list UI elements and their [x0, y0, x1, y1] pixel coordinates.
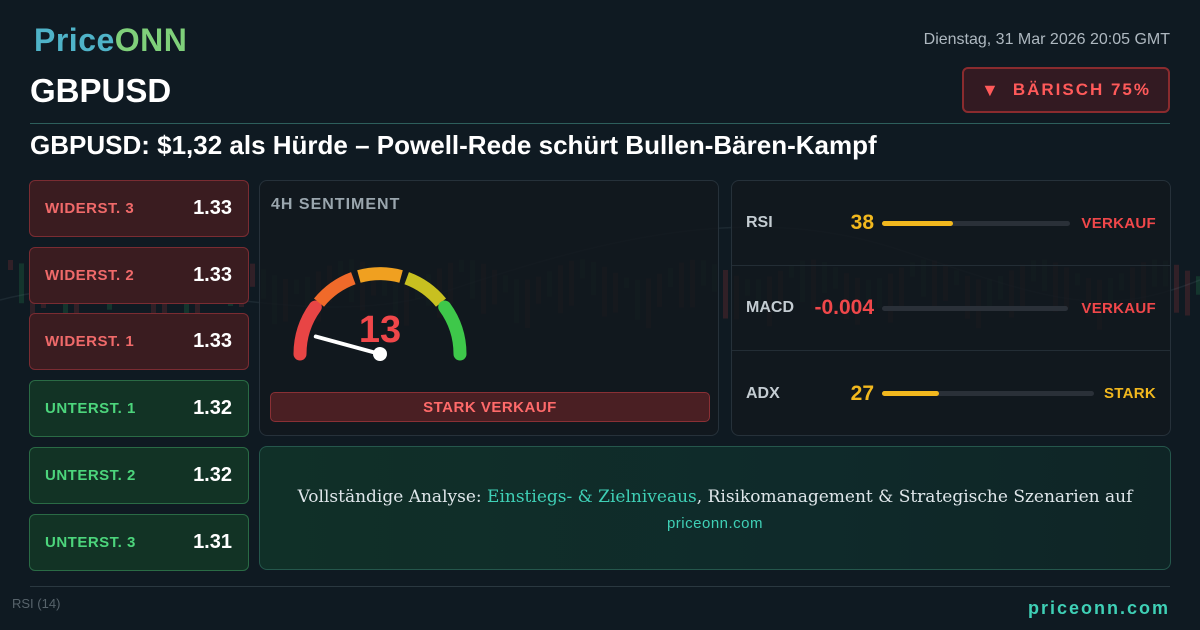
background-candle: [1196, 276, 1200, 295]
background-rsi-name: RSI: [12, 596, 34, 611]
level-label: WIDERST. 2: [45, 267, 135, 284]
level-support-3: UNTERST. 3 1.31: [29, 514, 249, 571]
level-value: 1.33: [193, 264, 232, 286]
indicator-row-rsi: RSI 38 VERKAUF: [732, 181, 1170, 266]
indicator-name: ADX: [746, 384, 780, 402]
indicator-value: -0.004: [814, 296, 874, 319]
gauge-pivot: [373, 347, 387, 361]
brand-logo[interactable]: PriceONN: [34, 22, 187, 59]
sentiment-panel: 4H SENTIMENT 13 STARK VERKAUF: [259, 180, 719, 436]
indicator-row-macd: MACD -0.004 VERKAUF: [732, 266, 1170, 351]
cta-highlight: Einstiegs- & Zielniveaus: [487, 487, 697, 507]
indicator-signal: VERKAUF: [1081, 299, 1156, 317]
background-rsi-label: RSI (14): [12, 596, 60, 611]
level-value: 1.33: [193, 330, 232, 352]
indicator-value: 38: [850, 211, 874, 234]
indicator-signal: STARK: [1103, 385, 1156, 402]
header-divider: [30, 123, 1170, 124]
sentiment-gauge: [293, 267, 467, 361]
indicator-name: RSI: [746, 214, 773, 231]
footer-brand-link[interactable]: priceonn.com: [1027, 598, 1170, 618]
level-value: 1.32: [193, 397, 232, 419]
gauge-segment-green: [438, 300, 467, 361]
indicator-bar-fill: [882, 220, 954, 226]
cta-text: Vollständige Analyse: Einstiegs- & Zieln…: [260, 487, 1170, 507]
background-candle: [250, 263, 255, 287]
level-label: UNTERST. 1: [45, 400, 136, 417]
background-candle: [723, 270, 728, 319]
logo-part-onn: ONN: [114, 22, 188, 58]
indicator-bar: [882, 220, 1070, 226]
indicator-signal: VERKAUF: [1081, 214, 1156, 232]
level-label: WIDERST. 1: [45, 333, 135, 350]
sentiment-badge: ▼ BÄRISCH 75%: [962, 67, 1170, 113]
level-resistance-2: WIDERST. 2 1.33: [29, 247, 249, 304]
indicators-panel: RSI 38 VERKAUF MACD -0.004 VERKAUF ADX 2…: [731, 180, 1171, 436]
indicator-bar: [882, 305, 1068, 311]
headline: GBPUSD: $1,32 als Hürde – Powell-Rede sc…: [30, 130, 877, 160]
cta-link[interactable]: priceonn.com: [666, 515, 764, 532]
level-support-1: UNTERST. 1 1.32: [29, 380, 249, 437]
level-label: WIDERST. 3: [45, 200, 135, 217]
ticker-symbol: GBPUSD: [30, 72, 172, 109]
background-candle: [1185, 270, 1190, 316]
triangle-down-icon: ▼: [980, 79, 1001, 100]
background-candle: [19, 263, 24, 304]
gauge-segment-amber: [357, 267, 403, 283]
indicator-name: MACD: [746, 299, 794, 316]
gauge-segment-yellow: [404, 272, 447, 307]
background-candle: [8, 260, 13, 270]
sentiment-label: STARK VERKAUF: [270, 392, 710, 422]
level-support-2: UNTERST. 2 1.32: [29, 447, 249, 504]
level-resistance-1: WIDERST. 1 1.33: [29, 313, 249, 370]
logo-part-price: Price: [34, 22, 115, 58]
level-value: 1.31: [193, 531, 232, 553]
sentiment-title: 4H SENTIMENT: [271, 196, 401, 213]
analysis-cta[interactable]: Vollständige Analyse: Einstiegs- & Zieln…: [259, 446, 1171, 570]
level-label: UNTERST. 2: [45, 467, 136, 484]
indicator-bar: [882, 391, 1094, 396]
level-value: 1.32: [193, 464, 232, 486]
indicator-bar-fill: [882, 391, 940, 396]
timestamp: Dienstag, 31 Mar 2026 20:05 GMT: [923, 31, 1170, 48]
indicator-value: 27: [850, 381, 874, 405]
gauge-needle: [313, 334, 382, 356]
indicator-row-adx: ADX 27 STARK: [732, 351, 1170, 436]
background-candle: [1174, 264, 1179, 313]
badge-label: BÄRISCH 75%: [1012, 80, 1152, 99]
gauge-segment-red: [293, 300, 322, 361]
cta-suffix: , Risikomanagement & Strategische Szenar…: [696, 487, 1133, 507]
background-rsi-period: (14): [37, 596, 61, 611]
footer-divider: [30, 586, 1170, 587]
sentiment-value: 13: [358, 309, 402, 351]
gauge-segment-orange: [313, 272, 356, 307]
cta-prefix: Vollständige Analyse:: [297, 487, 488, 507]
level-value: 1.33: [193, 197, 232, 219]
level-label: UNTERST. 3: [45, 534, 136, 551]
level-resistance-3: WIDERST. 3 1.33: [29, 180, 249, 237]
